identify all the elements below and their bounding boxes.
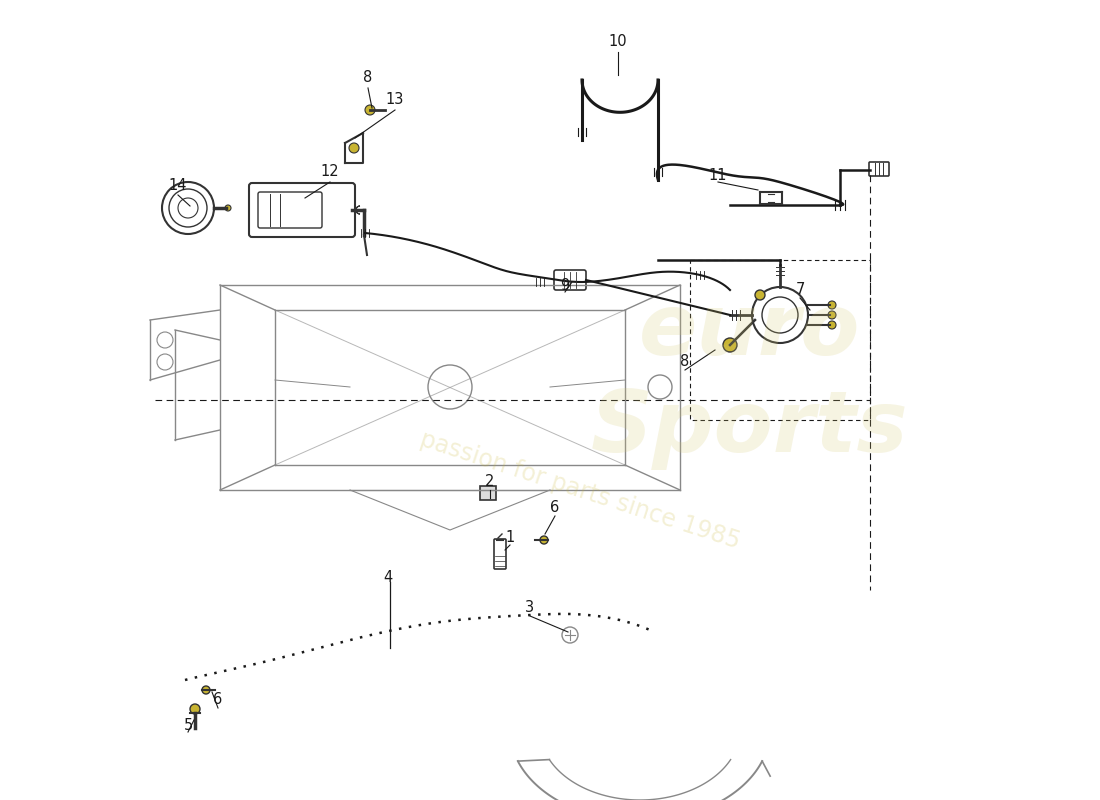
Text: 4: 4	[384, 570, 393, 586]
Text: 11: 11	[708, 167, 727, 182]
Text: 1: 1	[505, 530, 515, 545]
Circle shape	[226, 205, 231, 211]
Circle shape	[828, 321, 836, 329]
Circle shape	[202, 686, 210, 694]
FancyBboxPatch shape	[480, 486, 496, 500]
Text: 6: 6	[213, 693, 222, 707]
Circle shape	[828, 301, 836, 309]
FancyBboxPatch shape	[494, 539, 506, 569]
Circle shape	[540, 536, 548, 544]
Circle shape	[562, 627, 578, 643]
Text: 10: 10	[608, 34, 627, 50]
Text: euro
Sports: euro Sports	[591, 290, 909, 470]
Text: 13: 13	[386, 93, 404, 107]
Circle shape	[755, 290, 764, 300]
FancyBboxPatch shape	[869, 162, 889, 176]
Text: 8: 8	[681, 354, 690, 370]
Circle shape	[752, 287, 808, 343]
Text: 9: 9	[560, 278, 570, 293]
Text: 6: 6	[550, 501, 560, 515]
Text: 5: 5	[184, 718, 192, 733]
FancyBboxPatch shape	[554, 270, 586, 290]
Circle shape	[828, 311, 836, 319]
Circle shape	[190, 704, 200, 714]
Text: 7: 7	[795, 282, 805, 298]
FancyBboxPatch shape	[249, 183, 355, 237]
Text: 8: 8	[363, 70, 373, 86]
Text: 3: 3	[526, 601, 535, 615]
Text: 2: 2	[485, 474, 495, 490]
Circle shape	[349, 143, 359, 153]
Circle shape	[723, 338, 737, 352]
Circle shape	[365, 105, 375, 115]
Text: passion for parts since 1985: passion for parts since 1985	[417, 426, 744, 554]
Ellipse shape	[162, 182, 214, 234]
Text: 12: 12	[321, 165, 339, 179]
Text: 14: 14	[168, 178, 187, 193]
